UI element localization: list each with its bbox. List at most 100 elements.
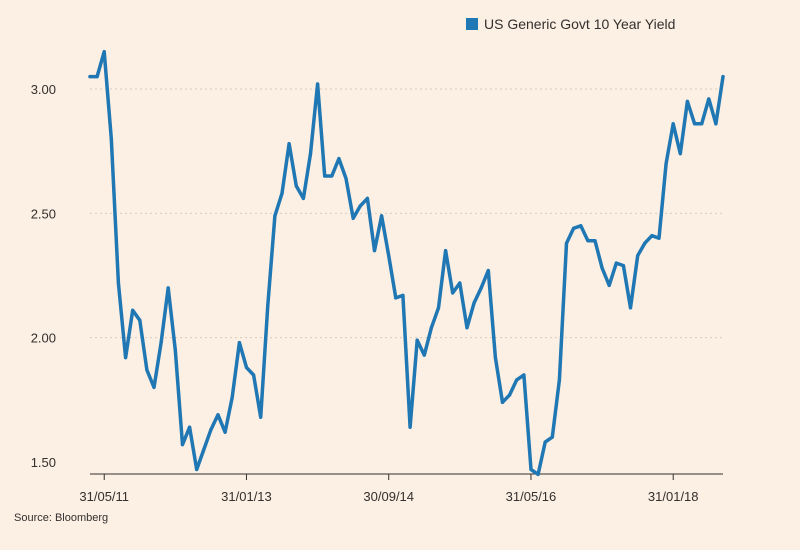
data-point: [294, 184, 298, 188]
data-point: [145, 368, 149, 372]
x-tick-label: 31/05/11: [79, 489, 129, 504]
data-point: [401, 293, 405, 297]
data-point: [287, 142, 291, 146]
x-tick-label: 31/01/18: [648, 489, 699, 504]
y-axis-tick-labels: 1.50 2.00 2.50 3.00: [31, 82, 56, 470]
data-point: [280, 191, 284, 196]
data-point: [664, 162, 668, 166]
data-point: [465, 326, 469, 330]
data-point: [259, 415, 263, 419]
data-point: [479, 286, 483, 290]
data-point: [508, 393, 512, 397]
data-point: [301, 196, 305, 201]
data-point: [202, 447, 206, 452]
data-point: [273, 214, 277, 218]
data-point: [116, 281, 121, 285]
data-point: [408, 425, 412, 429]
data-point: [486, 268, 490, 273]
y-tick-label: 1.50: [31, 455, 56, 470]
data-point: [600, 266, 604, 270]
data-point: [315, 82, 320, 86]
data-point: [102, 50, 106, 54]
data-point: [251, 373, 256, 377]
data-point: [685, 99, 690, 104]
data-point: [308, 152, 313, 156]
data-point: [358, 204, 362, 208]
data-point: [472, 301, 476, 305]
source-label: Source: Bloomberg: [14, 512, 108, 524]
data-point: [223, 430, 227, 434]
data-point: [180, 442, 185, 447]
data-point: [209, 428, 213, 432]
data-point: [166, 286, 170, 290]
y-tick-label: 2.50: [31, 206, 56, 221]
data-point: [187, 425, 192, 429]
data-point: [458, 281, 462, 285]
data-point: [671, 122, 675, 126]
data-point: [152, 385, 156, 389]
data-point: [564, 241, 569, 245]
data-point: [138, 318, 142, 322]
data-point: [323, 174, 327, 178]
x-tick-label: 30/09/14: [363, 489, 414, 504]
data-point: [607, 283, 611, 288]
legend: US Generic Govt 10 Year Yield: [466, 16, 675, 32]
data-point: [572, 226, 576, 230]
data-point: [230, 395, 234, 399]
data-point: [650, 234, 654, 238]
data-point: [394, 296, 398, 300]
data-point: [593, 239, 597, 243]
data-point: [700, 122, 704, 126]
data-point: [543, 440, 547, 444]
x-axis-ticks: 31/05/11 31/01/13 30/09/14 31/05/16 31/01/18: [79, 474, 699, 504]
data-point: [557, 378, 562, 382]
data-point: [707, 97, 711, 101]
data-point: [266, 303, 270, 307]
data-point: [721, 74, 725, 79]
data-point: [429, 326, 433, 330]
data-point: [173, 348, 177, 352]
y-tick-label: 2.00: [31, 331, 56, 346]
data-point: [436, 306, 441, 310]
data-point: [550, 435, 554, 439]
data-point: [522, 373, 526, 377]
data-point: [95, 74, 99, 79]
data-point: [493, 355, 498, 360]
x-tick-label: 31/01/13: [221, 489, 272, 504]
data-point: [444, 249, 448, 253]
data-point: [195, 467, 199, 472]
data-point: [365, 196, 369, 201]
legend-swatch: [466, 18, 478, 30]
data-point: [500, 400, 505, 404]
data-point: [628, 306, 633, 310]
data-point: [422, 353, 426, 357]
data-point: [415, 338, 419, 342]
data-point: [536, 472, 540, 477]
data-point: [109, 137, 113, 141]
legend-label: US Generic Govt 10 Year Yield: [484, 16, 675, 32]
data-point: [636, 254, 640, 258]
data-point: [678, 152, 682, 156]
series-layer: [88, 49, 725, 477]
data-point: [451, 291, 455, 295]
data-point: [372, 249, 377, 253]
data-point: [351, 216, 355, 220]
data-point: [216, 413, 220, 417]
data-point: [123, 355, 128, 360]
data-point: [614, 261, 618, 265]
data-point: [380, 214, 384, 218]
data-point: [337, 157, 341, 161]
data-point: [714, 122, 718, 126]
data-point: [692, 122, 697, 126]
series-line: [88, 49, 725, 477]
data-point: [657, 236, 661, 240]
y-tick-label: 3.00: [31, 82, 56, 97]
data-point: [387, 254, 391, 258]
data-point: [344, 176, 348, 181]
data-point: [88, 74, 92, 79]
data-point: [586, 239, 590, 243]
data-point: [643, 241, 647, 245]
data-point: [330, 174, 334, 178]
data-point: [529, 467, 533, 472]
